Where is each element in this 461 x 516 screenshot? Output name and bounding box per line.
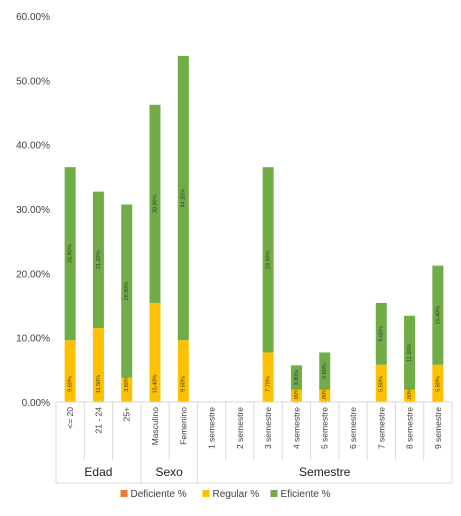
data-label: 5.80% bbox=[379, 376, 385, 392]
legend-swatch bbox=[202, 490, 210, 497]
bar-segment-regular bbox=[290, 389, 302, 402]
bar-segment-regular bbox=[262, 352, 274, 402]
group-label: Semestre bbox=[299, 465, 351, 479]
bar-segment-regular bbox=[149, 302, 161, 402]
data-label: 9.60% bbox=[181, 376, 187, 392]
bar-segment-regular bbox=[319, 389, 331, 402]
data-label: 1.90% bbox=[294, 388, 300, 404]
bar-segment-regular bbox=[404, 389, 416, 402]
data-label: 5.80% bbox=[435, 376, 441, 392]
bar-segment-eficiente bbox=[92, 191, 104, 329]
x-tick-label: 4 semestre bbox=[291, 407, 301, 449]
x-tick-label: Femenino bbox=[178, 407, 188, 445]
x-tick-label: 3 semestre bbox=[263, 407, 273, 449]
data-label: 11.50% bbox=[407, 344, 413, 362]
legend: Deficiente % Regular % Eficiente % bbox=[120, 489, 331, 500]
x-axis: <= 20 21 - 24 25+ Masculino Femenino 1 semest… bbox=[55, 401, 453, 484]
bar-segment-eficiente bbox=[375, 302, 387, 365]
x-tick-label: 6 semestre bbox=[348, 407, 358, 449]
x-tick-label: 1 semestre bbox=[207, 407, 217, 449]
data-label: 11.50% bbox=[96, 375, 102, 393]
bar-segment-eficiente bbox=[262, 167, 274, 353]
data-label: 44.20% bbox=[181, 189, 187, 208]
bar-segment-regular bbox=[92, 328, 104, 402]
data-label: 7.70% bbox=[266, 376, 272, 392]
bars: 9.60% 26.90% 11.50% 21.20% 3.80% 26.90% 15.40%… bbox=[64, 55, 444, 404]
data-label: 5.80% bbox=[322, 363, 328, 379]
x-tick-label: 21 - 24 bbox=[93, 407, 103, 434]
bar-segment-eficiente bbox=[290, 365, 302, 390]
group-label: Sexo bbox=[155, 465, 183, 479]
y-tick-label: 50.00% bbox=[16, 76, 50, 87]
bar-segment-eficiente bbox=[64, 167, 76, 341]
x-tick-label: 2 semestre bbox=[235, 407, 245, 449]
legend-entry: Regular % bbox=[213, 489, 260, 500]
data-label: 1.90% bbox=[407, 388, 413, 404]
bar-segment-eficiente bbox=[319, 352, 331, 390]
x-tick-label: 5 semestre bbox=[320, 407, 330, 449]
bar-segment-regular bbox=[64, 340, 76, 402]
data-label: 9.60% bbox=[379, 326, 385, 342]
bar-segment-eficiente bbox=[121, 204, 133, 378]
group-label: Edad bbox=[84, 465, 112, 479]
data-label: 30.80% bbox=[152, 194, 158, 213]
data-label: 3.80% bbox=[124, 376, 130, 392]
y-tick-label: 20.00% bbox=[16, 269, 50, 280]
bar-segment-eficiente bbox=[432, 265, 444, 365]
bar-segment-eficiente bbox=[149, 104, 161, 303]
data-label: 3.80% bbox=[294, 370, 300, 386]
x-tick-label: 25+ bbox=[122, 407, 132, 421]
bar-segment-regular bbox=[432, 364, 444, 402]
x-tick-label: 8 semestre bbox=[405, 407, 415, 449]
legend-entry: Deficiente % bbox=[131, 489, 187, 500]
legend-swatch bbox=[270, 490, 278, 497]
x-tick-label: 9 semestre bbox=[433, 407, 443, 449]
data-label: 9.60% bbox=[68, 376, 74, 392]
bar-segment-regular bbox=[177, 340, 189, 402]
y-tick-label: 30.00% bbox=[16, 205, 50, 216]
data-label: 15.40% bbox=[152, 375, 158, 394]
bar-segment-regular bbox=[375, 364, 387, 402]
data-label: 26.90% bbox=[68, 244, 74, 263]
data-label: 21.20% bbox=[96, 250, 102, 269]
data-label: 26.90% bbox=[124, 282, 130, 301]
data-label: 15.40% bbox=[435, 306, 441, 325]
y-tick-label: 10.00% bbox=[16, 334, 50, 345]
y-axis: 0.00% 10.00% 20.00% 30.00% 40.00% 50.00% 60.00… bbox=[16, 12, 50, 409]
data-label: 1.90% bbox=[322, 388, 328, 404]
bar-segment-regular bbox=[121, 377, 133, 402]
x-tick-label: Masculino bbox=[150, 407, 160, 446]
y-tick-label: 40.00% bbox=[16, 141, 50, 152]
legend-entry: Eficiente % bbox=[281, 489, 331, 500]
y-tick-label: 60.00% bbox=[16, 12, 50, 23]
y-tick-label: 0.00% bbox=[22, 398, 50, 409]
x-tick-label: <= 20 bbox=[65, 407, 75, 429]
x-tick-label: 7 semestre bbox=[376, 407, 386, 449]
bar-segment-eficiente bbox=[404, 315, 416, 390]
legend-swatch bbox=[120, 490, 128, 497]
data-label: 28.80% bbox=[266, 250, 272, 269]
bar-segment-eficiente bbox=[177, 55, 189, 341]
